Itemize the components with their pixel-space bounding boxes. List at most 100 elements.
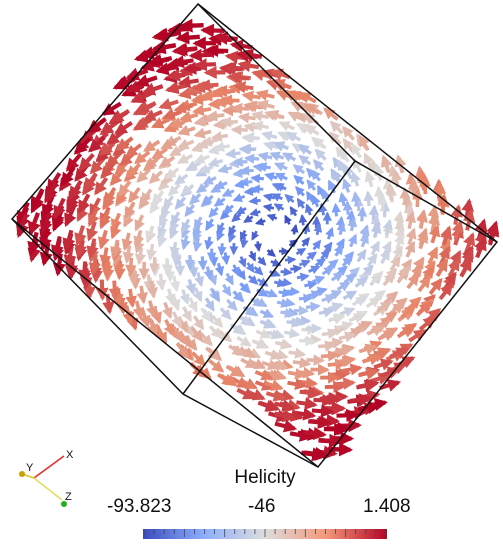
vector-glyph bbox=[229, 39, 253, 53]
vector-glyph bbox=[271, 193, 283, 202]
vector-glyph bbox=[342, 125, 355, 141]
vector-glyph bbox=[251, 230, 260, 241]
vector-glyph bbox=[250, 173, 265, 184]
vector-glyph bbox=[298, 213, 308, 226]
z-axis-label: Z bbox=[65, 491, 72, 503]
vector-glyph bbox=[417, 275, 431, 293]
vector-glyph bbox=[259, 308, 275, 318]
vector-glyph bbox=[213, 141, 231, 153]
vector-glyph bbox=[87, 117, 107, 133]
vector-glyph bbox=[132, 118, 152, 131]
vector-glyph bbox=[125, 143, 143, 158]
vector-glyph bbox=[226, 298, 238, 312]
vector-glyph bbox=[285, 131, 302, 142]
vector-glyph bbox=[245, 262, 255, 273]
vector-glyph bbox=[253, 241, 263, 253]
vector-glyph bbox=[278, 287, 293, 298]
vector-glyph bbox=[134, 247, 146, 266]
vector-glyph bbox=[284, 214, 293, 225]
vector-glyph bbox=[134, 150, 151, 165]
vector-glyph bbox=[308, 265, 321, 275]
vector-glyph bbox=[286, 317, 303, 328]
vector-glyph bbox=[146, 280, 158, 299]
vector-glyph bbox=[248, 250, 257, 262]
vector-glyph bbox=[356, 249, 367, 263]
vector-glyph bbox=[338, 148, 350, 163]
vector-glyph bbox=[150, 117, 171, 129]
vector-glyph bbox=[134, 214, 145, 232]
vector-glyph bbox=[200, 307, 212, 323]
vector-glyph bbox=[169, 241, 180, 258]
vector-glyph bbox=[287, 367, 308, 380]
vector-glyph bbox=[170, 211, 181, 226]
vector-glyph bbox=[208, 325, 223, 339]
vector-glyph bbox=[255, 328, 272, 339]
vector-glyph bbox=[318, 340, 337, 352]
vector-glyph bbox=[174, 260, 186, 277]
vector-glyph bbox=[280, 267, 293, 277]
vector-glyph bbox=[275, 338, 293, 350]
vector-glyph bbox=[51, 235, 64, 259]
vector-glyph bbox=[233, 81, 254, 94]
vector-glyph bbox=[202, 175, 217, 186]
vector-glyph bbox=[368, 204, 380, 221]
vector-glyph bbox=[292, 357, 312, 369]
vector-glyph bbox=[327, 289, 343, 300]
vector-glyph bbox=[338, 418, 362, 433]
vector-glyph bbox=[358, 367, 379, 380]
vector-glyph bbox=[231, 323, 247, 336]
vector-glyph bbox=[158, 98, 179, 110]
vector-glyph bbox=[208, 206, 219, 218]
vector-glyph bbox=[146, 243, 157, 261]
vector-glyph bbox=[321, 266, 335, 276]
vector-glyph bbox=[136, 285, 148, 305]
vector-glyph bbox=[336, 408, 360, 422]
vector-glyph bbox=[405, 211, 417, 230]
vector-glyph bbox=[232, 168, 247, 179]
vector-glyph bbox=[287, 378, 308, 391]
z-axis-tip bbox=[61, 501, 67, 507]
vector-glyph bbox=[295, 247, 307, 257]
vector-glyph bbox=[228, 344, 244, 356]
vector-glyph bbox=[214, 31, 238, 45]
vector-glyph bbox=[361, 353, 382, 366]
vector-glyph bbox=[174, 173, 189, 186]
vector-glyph bbox=[257, 399, 279, 412]
vector-glyph bbox=[15, 213, 30, 239]
vector-glyph bbox=[371, 222, 382, 239]
vector-glyph bbox=[248, 196, 261, 206]
vector-glyph bbox=[329, 120, 344, 135]
vector-glyph bbox=[216, 222, 226, 235]
vector-glyph bbox=[113, 121, 133, 135]
vector-glyph bbox=[304, 203, 314, 216]
vector-glyph bbox=[342, 363, 363, 376]
vector-glyph bbox=[338, 191, 349, 207]
vector-glyph bbox=[327, 302, 344, 313]
vector-glyph bbox=[237, 112, 256, 124]
vector-glyph bbox=[321, 294, 337, 304]
vector-glyph bbox=[334, 377, 356, 390]
vector-glyph bbox=[254, 369, 274, 381]
vector-glyph bbox=[228, 225, 237, 237]
vector-glyph bbox=[270, 68, 291, 81]
vector-glyph bbox=[183, 61, 206, 75]
vector-glyph bbox=[166, 68, 189, 82]
vector-glyph bbox=[224, 148, 241, 159]
vector-glyph bbox=[68, 179, 83, 200]
vector-glyph bbox=[363, 152, 374, 169]
vector-glyph bbox=[243, 132, 260, 143]
vector-glyph bbox=[406, 273, 420, 290]
vector-glyph bbox=[320, 350, 340, 362]
vector-glyph bbox=[280, 308, 296, 319]
vector-glyph bbox=[261, 318, 277, 329]
vector-glyph bbox=[232, 290, 244, 302]
vector-glyph bbox=[274, 409, 297, 423]
vector-glyph bbox=[347, 233, 358, 248]
vector-glyph bbox=[401, 193, 413, 212]
vector-glyph bbox=[156, 326, 168, 345]
vector-glyph bbox=[346, 209, 356, 225]
vector-glyph bbox=[237, 256, 247, 268]
vector-glyph bbox=[257, 256, 267, 266]
vector-glyph bbox=[313, 223, 323, 236]
